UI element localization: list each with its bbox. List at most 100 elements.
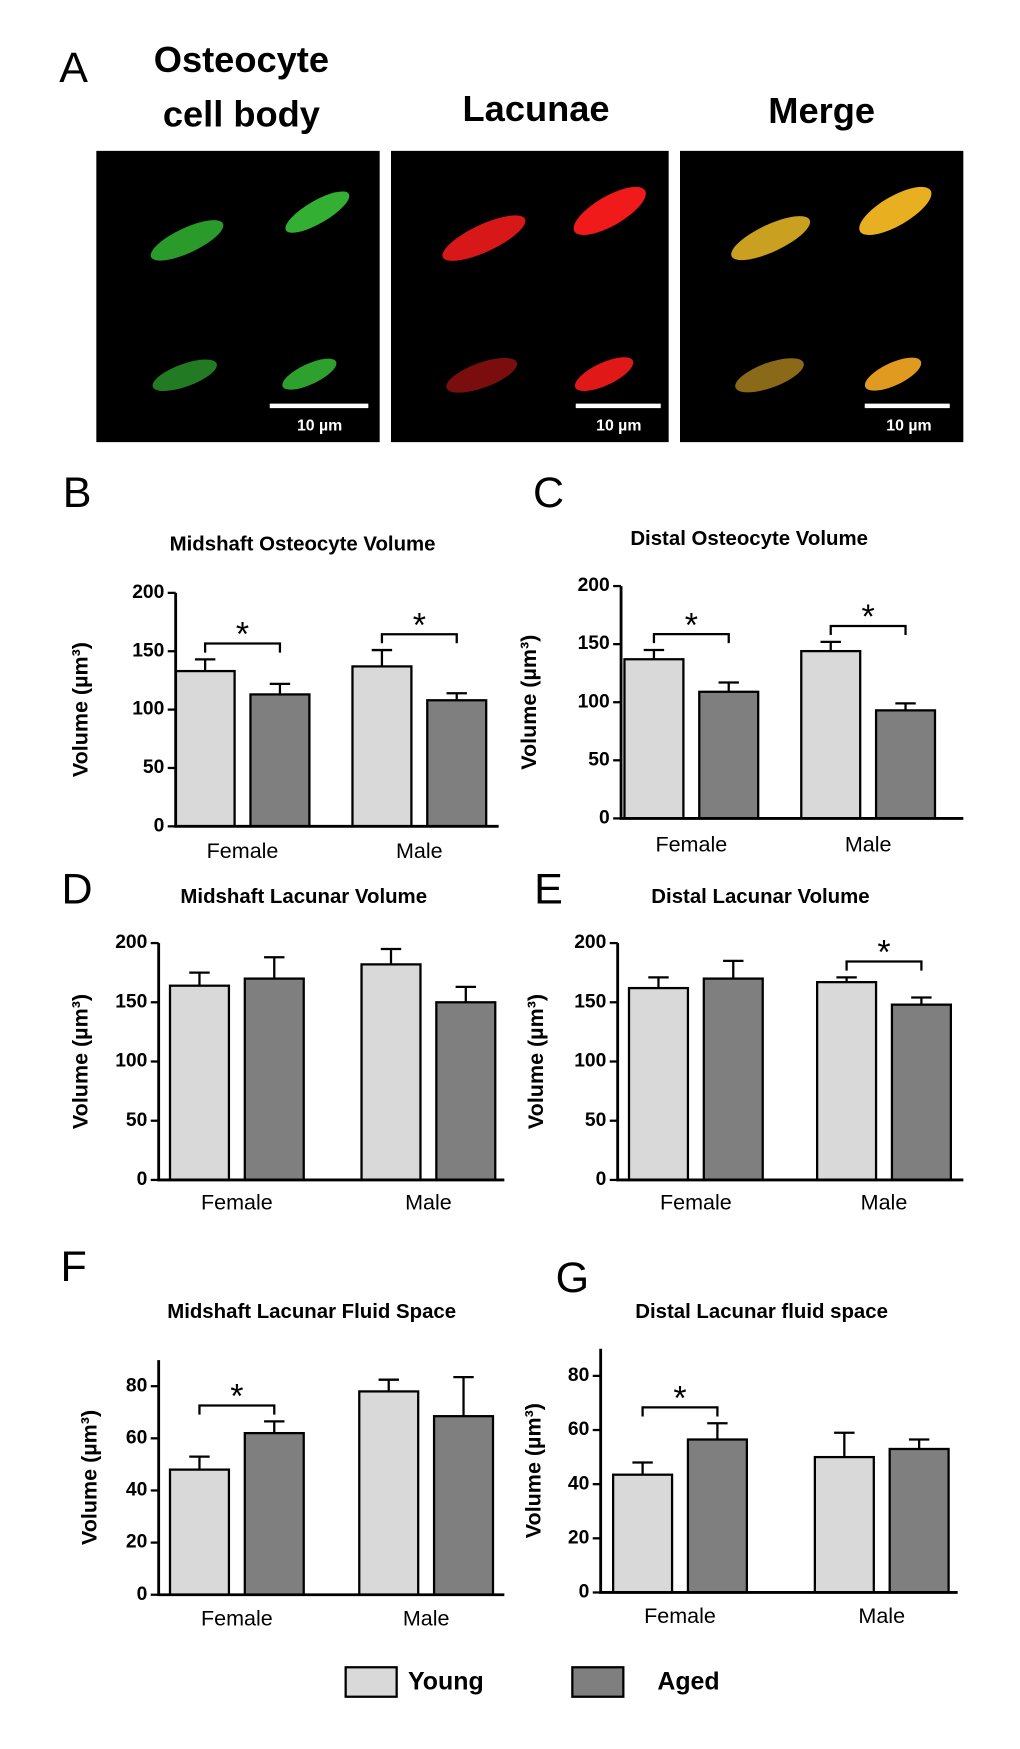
bar-chart: F Midshaft Lacunar Fluid Space Volume (µm³…: [61, 1243, 505, 1630]
chart-title: Midshaft Lacunar Volume: [180, 886, 427, 908]
y-tick-label: 20: [568, 1527, 589, 1548]
panel-label: C: [533, 469, 564, 517]
significance-label: *: [236, 616, 249, 654]
bar: [174, 669, 236, 828]
scale-bar-label: 10 µm: [596, 417, 641, 434]
scale-bar-label: 10 µm: [297, 417, 342, 434]
significance-bracket: [845, 960, 923, 971]
bar: [168, 984, 231, 1182]
significance-label: *: [685, 606, 698, 644]
error-bar: [911, 996, 932, 1005]
bar: [168, 1468, 231, 1596]
chart-title: Midshaft Osteocyte Volume: [170, 534, 436, 556]
significance-bracket: [198, 1404, 276, 1415]
error-bar: [378, 1378, 399, 1392]
error-bar: [189, 1455, 210, 1470]
bar: [686, 1438, 748, 1594]
axes: [619, 586, 964, 820]
significance-bracket: [380, 633, 458, 644]
y-axis-label: Volume (µm³): [68, 642, 92, 777]
error-bar: [895, 702, 916, 711]
axes: [157, 943, 505, 1182]
y-tick-label: 50: [143, 757, 164, 778]
error-bar: [707, 1422, 728, 1440]
y-tick-label: 0: [137, 1169, 148, 1190]
y-tick-label: 50: [585, 1110, 606, 1131]
y-tick-label: 40: [126, 1480, 147, 1501]
y-tick-label: 150: [115, 991, 147, 1012]
panel-label: D: [62, 865, 93, 913]
bar: [243, 977, 305, 1182]
micrograph: [391, 150, 669, 443]
error-bar: [908, 1438, 930, 1449]
bar: [890, 1003, 952, 1182]
y-tick-label: 80: [568, 1365, 589, 1386]
bar: [612, 1473, 674, 1594]
error-bar: [820, 640, 841, 652]
legend-label: Aged: [657, 1668, 719, 1696]
x-tick-label: Female: [201, 1606, 273, 1630]
bar: [426, 699, 488, 828]
error-bar: [834, 1431, 855, 1458]
y-axis-label: Volume (µm³): [517, 635, 541, 770]
y-tick-label: 200: [132, 582, 164, 603]
significance-label: *: [862, 598, 875, 636]
panel-label: B: [63, 469, 92, 517]
error-bar: [264, 956, 285, 979]
legend-label: Young: [408, 1668, 484, 1696]
significance-label: *: [673, 1380, 686, 1418]
bar: [874, 709, 937, 820]
image-header: cell body: [163, 93, 320, 134]
y-tick-label: 50: [126, 1110, 147, 1131]
panel-label: G: [556, 1254, 589, 1302]
x-tick-label: Male: [403, 1606, 450, 1630]
error-bar: [648, 976, 669, 989]
panel-label: A: [59, 44, 88, 92]
y-tick-label: 20: [126, 1532, 147, 1553]
bar: [623, 658, 685, 820]
x-tick-label: Female: [660, 1190, 732, 1214]
bar: [816, 981, 878, 1182]
axes: [599, 1348, 958, 1594]
bar-chart: G Distal Lacunar fluid space Volume (µm³) 0…: [522, 1254, 958, 1628]
chart-title: Distal Lacunar fluid space: [635, 1301, 888, 1323]
bar: [249, 693, 311, 828]
y-axis-label: Volume (µm³): [522, 1403, 546, 1538]
x-tick-label: Female: [655, 832, 727, 856]
y-tick-label: 0: [137, 1584, 148, 1605]
error-bar: [446, 692, 467, 701]
chart-title: Midshaft Lacunar Fluid Space: [167, 1301, 456, 1323]
bar: [888, 1447, 950, 1594]
bar-chart: B Midshaft Osteocyte Volume Volume (µm³) 0 5…: [63, 469, 499, 863]
y-tick-label: 0: [599, 807, 610, 828]
chart-title: Distal Osteocyte Volume: [630, 528, 868, 550]
y-tick-label: 40: [568, 1473, 589, 1494]
bar: [800, 649, 862, 820]
x-tick-label: Female: [207, 839, 279, 863]
significance-bracket: [204, 642, 282, 653]
error-bar: [189, 971, 210, 986]
y-tick-label: 0: [579, 1582, 590, 1603]
y-tick-label: 100: [132, 699, 164, 720]
x-tick-label: Female: [644, 1604, 716, 1628]
bar-chart: C Distal Osteocyte Volume Volume (µm³) 0 50 1…: [517, 469, 964, 856]
y-tick-label: 100: [115, 1051, 147, 1072]
y-tick-label: 200: [115, 932, 147, 953]
x-tick-label: Female: [201, 1190, 273, 1214]
x-tick-label: Male: [861, 1190, 908, 1214]
y-tick-label: 150: [574, 991, 606, 1012]
error-bar: [371, 648, 393, 667]
axes: [616, 943, 964, 1182]
error-bar: [453, 1375, 474, 1417]
panel-label: E: [534, 865, 563, 913]
image-header: Lacunae: [463, 88, 610, 129]
legend-swatch: [344, 1666, 398, 1698]
y-tick-label: 60: [126, 1427, 147, 1448]
bar: [351, 665, 413, 828]
y-tick-label: 100: [578, 691, 610, 712]
error-bar: [269, 682, 291, 695]
bar: [432, 1415, 495, 1596]
bar: [813, 1455, 875, 1594]
micrograph: [96, 150, 380, 443]
